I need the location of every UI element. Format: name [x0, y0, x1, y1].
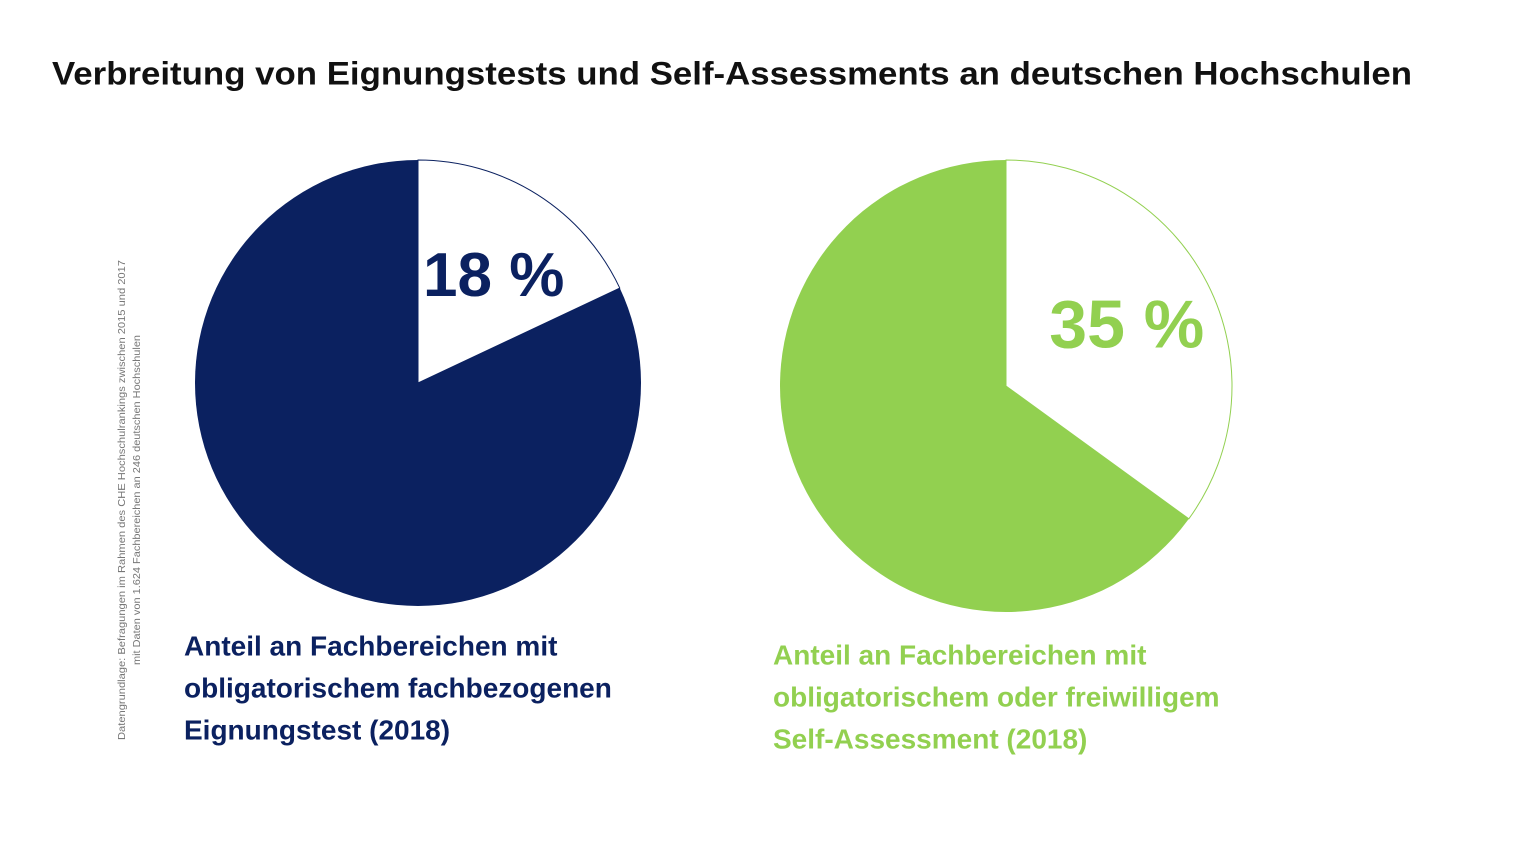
pie-slice: [417, 159, 621, 384]
source-note: Datengrundlage: Befragungen im Rahmen de…: [116, 260, 143, 740]
pie-caption: Self-Assessment (2018): [773, 723, 1087, 754]
pie-slice: [1005, 159, 1233, 520]
pie-caption: Anteil an Fachbereichen mit: [773, 639, 1146, 670]
source-line: mit Daten von 1.624 Fachbereichen an 246…: [131, 335, 143, 665]
pie-caption: Anteil an Fachbereichen mit: [184, 630, 557, 661]
chart-title: Verbreitung von Eignungstests und Self-A…: [52, 55, 1412, 91]
source-line: Datengrundlage: Befragungen im Rahmen de…: [116, 260, 128, 740]
pie-caption: Eignungstest (2018): [184, 714, 450, 745]
pie-caption: obligatorischem fachbezogenen: [184, 672, 612, 703]
pie-caption: obligatorischem oder freiwilligem: [773, 681, 1220, 712]
value-label: 35 %: [1049, 287, 1204, 363]
value-label: 18 %: [423, 241, 564, 310]
